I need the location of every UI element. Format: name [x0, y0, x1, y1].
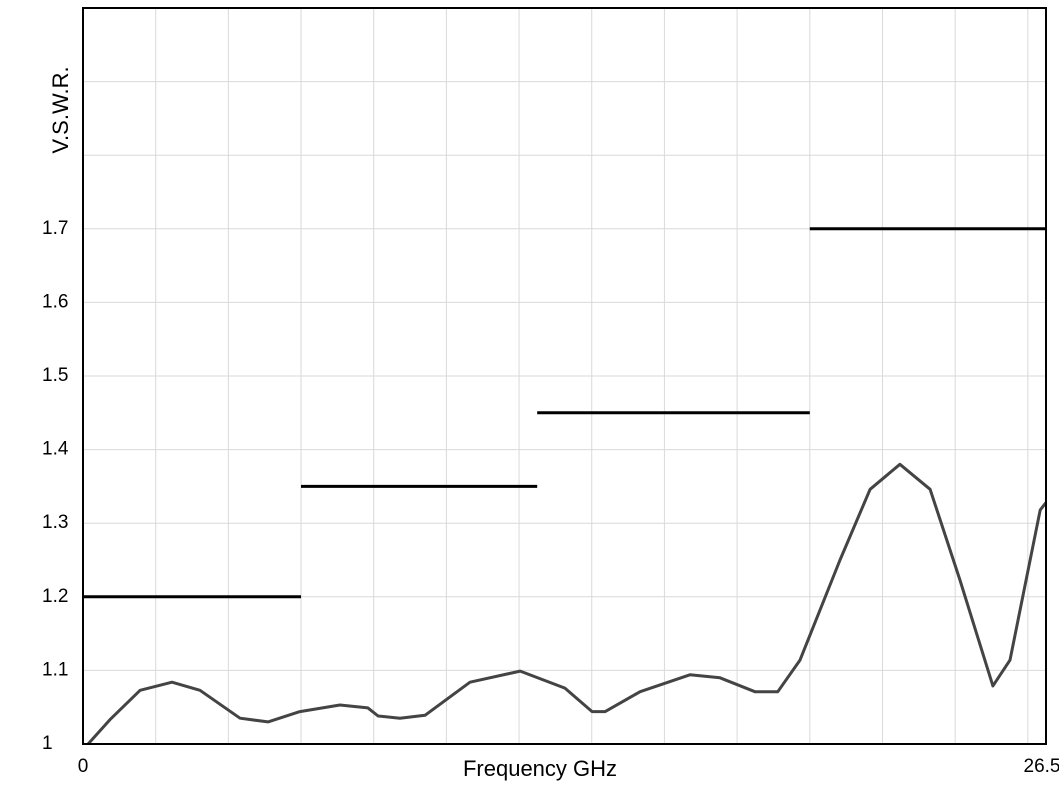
x-axis-label: Frequency GHz — [463, 756, 617, 781]
x-tick-label: 0 — [78, 756, 89, 777]
y-tick-label: 1 — [42, 733, 53, 754]
y-tick-label: 1.6 — [42, 291, 68, 312]
plot-border — [82, 7, 1047, 745]
y-tick-label: 1.7 — [42, 218, 68, 239]
x-tick-label: 26.5 — [1024, 756, 1059, 777]
data-line — [86, 462, 1048, 746]
y-tick-label: 1.5 — [42, 365, 68, 386]
y-tick-label: 1.3 — [42, 512, 68, 533]
y-tick-label: 1.1 — [42, 659, 68, 680]
y-axis-label: V.S.W.R. — [48, 66, 73, 153]
y-tick-label: 1.2 — [42, 586, 68, 607]
y-tick-label: 1.4 — [42, 439, 69, 460]
